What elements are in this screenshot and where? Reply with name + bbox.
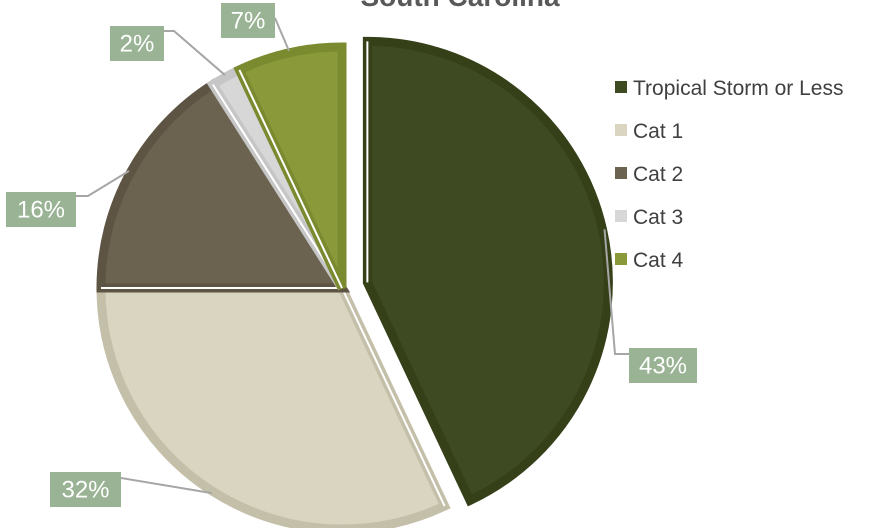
data-label-box-cat-4 (221, 3, 275, 38)
legend-swatch-cat-2 (615, 167, 627, 179)
leader-line-tropical-storm-or-less (603, 229, 629, 355)
data-label-tropical-storm-or-less: 43% (639, 353, 687, 380)
pie-slice-tropical-storm-or-less (362, 36, 613, 507)
data-label-box-cat-3 (110, 26, 164, 61)
data-label-box-tropical-storm-or-less (629, 348, 697, 383)
chart-title: South Carolina (360, 0, 560, 12)
data-label-cat-1: 32% (61, 477, 109, 504)
leader-line-cat-3 (164, 30, 226, 76)
legend-swatch-cat-3 (615, 210, 627, 222)
leader-line-cat-1 (120, 477, 212, 495)
slice-separator (238, 69, 343, 289)
slice-separator (341, 287, 446, 507)
data-label-cat-3: 2% (120, 31, 155, 58)
legend-swatch-tropical-storm-or-less (615, 81, 627, 93)
data-labels: 43% 32% 16% 2% 7% (6, 3, 697, 507)
legend-label-cat-4: Cat 4 (633, 249, 684, 272)
legend-label-cat-1: Cat 1 (633, 120, 683, 143)
leader-lines (76, 17, 629, 495)
legend-swatch-cat-1 (615, 124, 627, 136)
legend-swatch-cat-4 (615, 253, 627, 265)
leader-line-cat-4 (274, 17, 290, 52)
pie-slice-cat-4 (233, 42, 347, 290)
data-label-box-cat-1 (50, 472, 121, 507)
slice-separator (212, 83, 343, 289)
data-label-cat-2: 16% (17, 197, 65, 224)
data-label-box-cat-2 (6, 192, 76, 227)
pie-slice-cat-2 (96, 78, 351, 293)
legend-label-cat-2: Cat 2 (633, 163, 683, 186)
legend: Tropical Storm or Less Cat 1 Cat 2 Cat 3 Cat… (615, 77, 843, 272)
pie-slice-cat-1 (96, 283, 451, 528)
legend-label-tropical-storm-or-less: Tropical Storm or Less (633, 77, 843, 100)
data-label-cat-4: 7% (231, 8, 266, 35)
pie-slices (96, 36, 613, 528)
legend-label-cat-3: Cat 3 (633, 206, 683, 229)
leader-line-cat-2 (76, 170, 130, 197)
